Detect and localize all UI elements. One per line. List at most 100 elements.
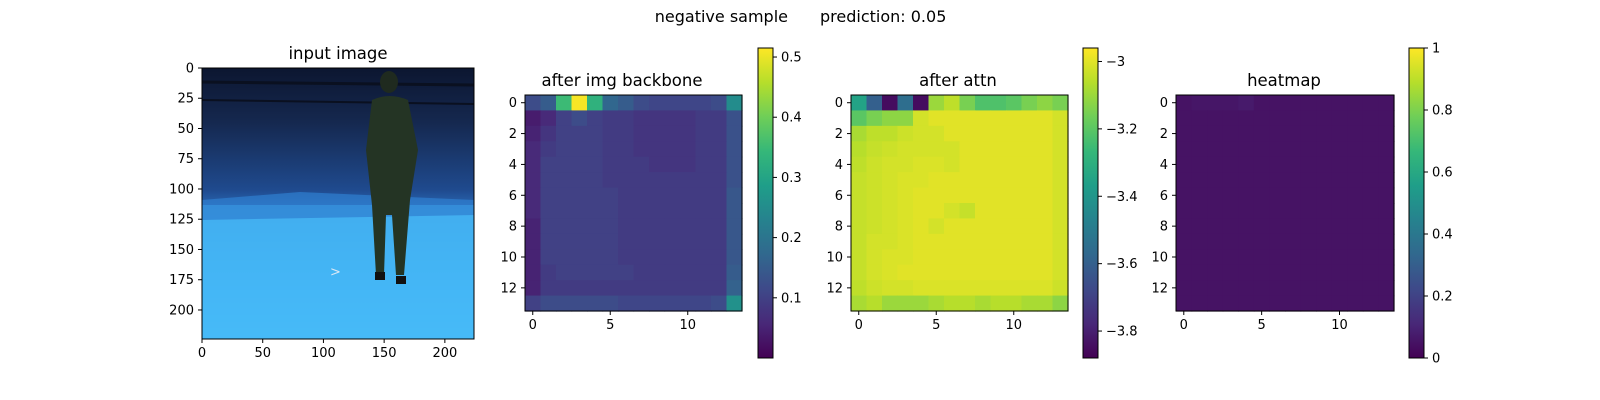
heatmap-cell — [1207, 125, 1224, 142]
heatmap-cell — [695, 280, 712, 297]
heatmap-cell — [959, 295, 976, 312]
heatmap-cell — [1378, 203, 1395, 220]
heatmap-cell — [618, 264, 635, 281]
heatmap-cell — [944, 249, 961, 266]
heatmap-cell — [944, 187, 961, 204]
heatmap-cell — [1191, 295, 1208, 312]
heatmap-cell — [882, 187, 899, 204]
colorbar-tick-label: −3.4 — [1106, 190, 1138, 205]
heatmap-cell — [1191, 187, 1208, 204]
heatmap-cell — [680, 141, 697, 158]
heatmap-cell — [959, 95, 976, 112]
heatmap-cell — [649, 156, 666, 173]
heatmap-cell — [851, 218, 868, 235]
colorbar-tick-label: −3.6 — [1106, 257, 1138, 272]
heatmap-cell — [618, 156, 635, 173]
y-tick-label: 10 — [1151, 251, 1168, 266]
heatmap-cell — [1316, 295, 1333, 312]
heatmap-cell — [975, 187, 992, 204]
heatmap-cell — [882, 249, 899, 266]
heatmap-cell — [1176, 172, 1193, 189]
heatmap-cell — [1285, 187, 1302, 204]
colorbar-tick-label: 0.2 — [1432, 290, 1453, 305]
y-tick-label: 12 — [826, 281, 843, 296]
heatmap-cell — [1378, 280, 1395, 297]
heatmap-cell — [866, 141, 883, 158]
heatmap-cell — [1253, 264, 1271, 281]
floor-marker: > — [330, 265, 341, 280]
heatmap-cell — [1037, 110, 1054, 127]
photo-rig-bar-2 — [202, 99, 474, 105]
heatmap-cell — [1300, 172, 1317, 189]
heatmap-cell — [1285, 203, 1302, 220]
heatmap-cell — [587, 110, 604, 127]
x-tick-label: 10 — [1331, 318, 1348, 333]
heatmap-cell — [649, 172, 666, 189]
heatmap-cell — [1207, 187, 1224, 204]
heatmap-cell — [866, 249, 883, 266]
heatmap-cell — [851, 280, 868, 297]
heatmap-cell — [695, 203, 712, 220]
heatmap-cell — [913, 203, 930, 220]
heatmap-cell — [649, 203, 666, 220]
heatmap-cell — [556, 125, 573, 142]
heatmap-cell — [1285, 156, 1302, 173]
heatmap-cell — [990, 172, 1007, 189]
heatmap-cell — [649, 264, 666, 281]
y-tick-label: 8 — [509, 220, 517, 235]
heatmap-cell — [1021, 295, 1038, 312]
heatmap-cell — [1207, 249, 1224, 266]
heatmap-cell — [540, 187, 557, 204]
heatmap-cell — [680, 203, 697, 220]
heatmap-cell — [633, 295, 650, 312]
heatmap-cell — [1052, 218, 1069, 235]
heatmap-cell — [990, 280, 1007, 297]
heatmap-cell — [990, 249, 1007, 266]
heatmap-cell — [556, 280, 573, 297]
heatmap-cell — [540, 233, 557, 250]
heatmap-cell — [633, 95, 650, 112]
heatmap-cell — [540, 95, 557, 112]
heatmap-cell — [1285, 264, 1302, 281]
suptitle-right: prediction: 0.05 — [820, 7, 946, 26]
heatmap-cell — [618, 187, 635, 204]
heatmap-cell — [1222, 156, 1239, 173]
heatmap-cell — [1300, 156, 1317, 173]
heatmap-cell — [1006, 233, 1023, 250]
heatmap-cell — [556, 233, 573, 250]
heatmap-cell — [649, 218, 666, 235]
heatmap-cell — [851, 264, 868, 281]
heatmap-cell — [633, 187, 650, 204]
heatmap-cell — [990, 233, 1007, 250]
heatmap-cell — [602, 203, 619, 220]
heatmap-cell — [1238, 295, 1255, 312]
heatmap-cell — [1362, 187, 1380, 204]
heatmap-cell — [866, 218, 883, 235]
heatmap-cell — [1316, 187, 1333, 204]
heatmap-cell — [897, 295, 914, 312]
heatmap-cell — [726, 203, 743, 220]
heatmap-cell — [1052, 125, 1069, 142]
heatmap-cell — [1331, 95, 1348, 112]
heatmap-cell — [711, 249, 728, 266]
heatmap-cell — [928, 156, 945, 173]
heatmap-cell — [866, 95, 883, 112]
heatmap-cell — [602, 264, 619, 281]
heatmap-cell — [897, 249, 914, 266]
heatmap-cell — [1331, 110, 1348, 127]
heatmap-cell — [1253, 187, 1271, 204]
heatmap-cell — [1238, 280, 1255, 297]
heatmap-cell — [928, 249, 945, 266]
heatmap-cell — [602, 172, 619, 189]
heatmap-cell — [1222, 187, 1239, 204]
heatmap-cell — [711, 203, 728, 220]
heatmap-cell — [571, 156, 588, 173]
heatmap-cell — [664, 141, 681, 158]
heatmap-cell — [726, 264, 743, 281]
heatmap-cell — [1021, 264, 1038, 281]
heatmap-cell — [1285, 141, 1302, 158]
heatmap-cell — [1253, 280, 1271, 297]
heatmap-cell — [897, 125, 914, 142]
heatmap-cell — [975, 264, 992, 281]
heatmap-cell — [680, 125, 697, 142]
